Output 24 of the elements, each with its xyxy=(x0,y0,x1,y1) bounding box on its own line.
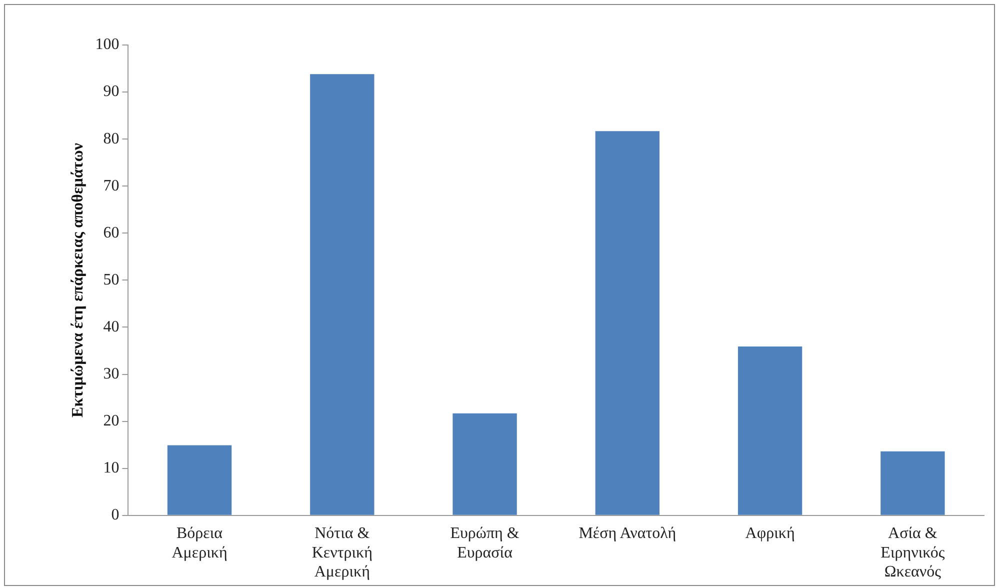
x-tick-label: Νότια & Κεντρική Αμερική xyxy=(312,525,372,581)
y-tick-label: 70 xyxy=(103,177,120,194)
y-tick-label: 80 xyxy=(103,130,120,148)
y-tick-label: 50 xyxy=(103,271,120,288)
x-tick-label: Βόρεια Αμερική xyxy=(172,525,228,562)
y-tick-label: 40 xyxy=(103,318,120,336)
y-tick-label: 0 xyxy=(111,506,120,524)
x-tick-label: Μέση Ανατολή xyxy=(578,525,676,542)
x-tick-label: Αφρική xyxy=(745,525,795,542)
x-tick-label: Ευρώπη & Ευρασία xyxy=(450,525,520,562)
y-tick-label: 100 xyxy=(95,36,120,54)
bar xyxy=(167,445,232,515)
x-tick-label: Ασία & Ειρηνικός Ωκεανός xyxy=(880,525,946,581)
y-axis-title: Εκτιμώμενα έτη επάρκειας αποθεμάτων xyxy=(70,142,87,418)
y-tick-label: 90 xyxy=(103,83,120,100)
y-tick-label: 30 xyxy=(103,365,120,382)
y-tick-label: 60 xyxy=(103,224,120,242)
bar xyxy=(738,346,802,515)
y-tick-label: 20 xyxy=(103,412,120,430)
bar xyxy=(452,413,517,515)
bar xyxy=(595,131,660,515)
y-tick-label: 10 xyxy=(103,460,120,477)
bar xyxy=(310,74,374,515)
bar xyxy=(880,451,945,515)
